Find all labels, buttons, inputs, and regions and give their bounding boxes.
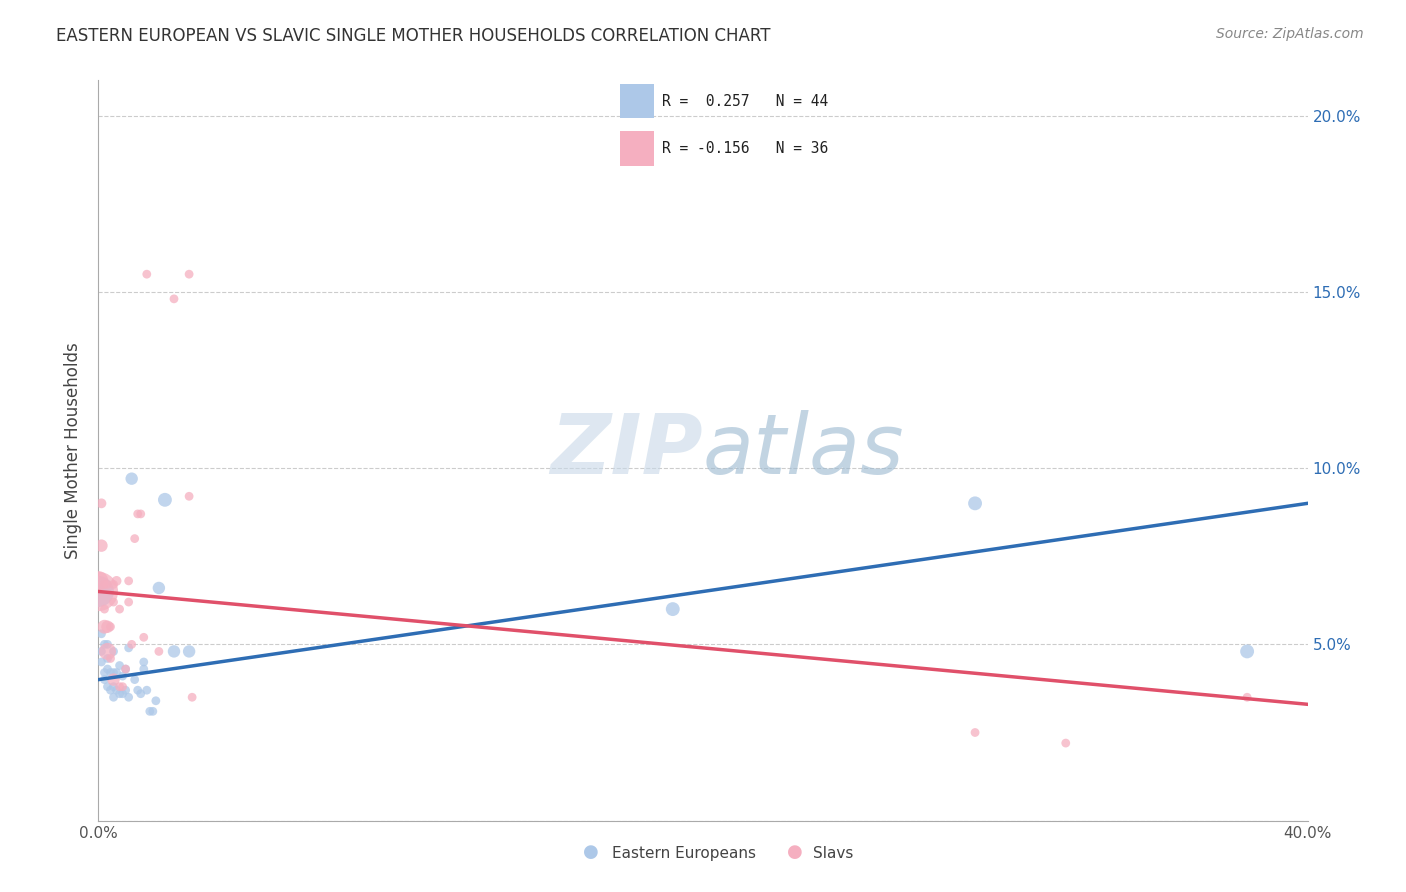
Text: Slavs: Slavs [813,846,853,861]
Point [105,574,128,588]
Point [135,683,157,698]
Point [105,683,128,698]
Point [129,687,152,701]
Point [127,683,149,698]
Point [96,577,118,591]
Point [96,662,118,676]
Point [93,665,115,680]
Point [145,694,167,708]
Y-axis label: Single Mother Households: Single Mother Households [65,343,83,558]
Point [1236,644,1258,658]
Point [103,680,125,694]
Text: ZIP: ZIP [550,410,703,491]
Point [163,644,186,658]
Point [114,662,136,676]
Point [96,620,118,634]
Bar [620,84,654,119]
Text: ●: ● [786,843,803,861]
Point [121,637,143,651]
Text: atlas: atlas [703,410,904,491]
Point [87,584,110,599]
Point [103,665,125,680]
Point [179,267,201,281]
Point [111,669,134,683]
Point [179,644,201,658]
Text: Eastern Europeans: Eastern Europeans [612,846,755,861]
Point [1236,690,1258,705]
Point [153,492,176,507]
Point [103,690,125,705]
Point [108,687,131,701]
Point [96,644,118,658]
Point [103,673,125,687]
Point [105,665,128,680]
Point [181,690,204,705]
Point [163,292,186,306]
Text: R = -0.156   N = 36: R = -0.156 N = 36 [662,141,828,156]
Point [129,507,152,521]
Point [179,489,201,503]
Point [118,574,141,588]
Point [100,665,122,680]
Point [87,574,110,588]
Point [132,662,155,676]
Point [114,683,136,698]
Point [93,577,115,591]
Point [96,637,118,651]
Point [127,507,149,521]
Point [103,577,125,591]
Text: R =  0.257   N = 44: R = 0.257 N = 44 [662,94,828,109]
Point [93,620,115,634]
Point [139,704,162,718]
Point [90,644,112,658]
Point [118,690,141,705]
Point [132,655,155,669]
Point [148,581,170,595]
Text: ●: ● [582,843,599,861]
Point [90,539,112,553]
Point [90,627,112,641]
Point [93,637,115,651]
Point [135,267,157,281]
Point [124,673,146,687]
Point [93,602,115,616]
Point [100,651,122,665]
Point [965,725,987,739]
Point [118,640,141,655]
Point [111,680,134,694]
Point [90,655,112,669]
Point [148,644,170,658]
Point [96,651,118,665]
Point [142,704,165,718]
Point [124,532,146,546]
Point [661,602,683,616]
Point [100,683,122,698]
Point [114,662,136,676]
Text: EASTERN EUROPEAN VS SLAVIC SINGLE MOTHER HOUSEHOLDS CORRELATION CHART: EASTERN EUROPEAN VS SLAVIC SINGLE MOTHER… [56,27,770,45]
Point [1054,736,1077,750]
Point [121,472,143,486]
Point [111,687,134,701]
Point [132,630,155,644]
Point [87,584,110,599]
Point [96,680,118,694]
Point [90,496,112,510]
Point [118,595,141,609]
Point [108,680,131,694]
Point [103,644,125,658]
Point [965,496,987,510]
Point [108,658,131,673]
Point [93,673,115,687]
Point [108,602,131,616]
Point [103,595,125,609]
Bar [620,131,654,166]
Point [100,620,122,634]
Text: Source: ZipAtlas.com: Source: ZipAtlas.com [1216,27,1364,41]
